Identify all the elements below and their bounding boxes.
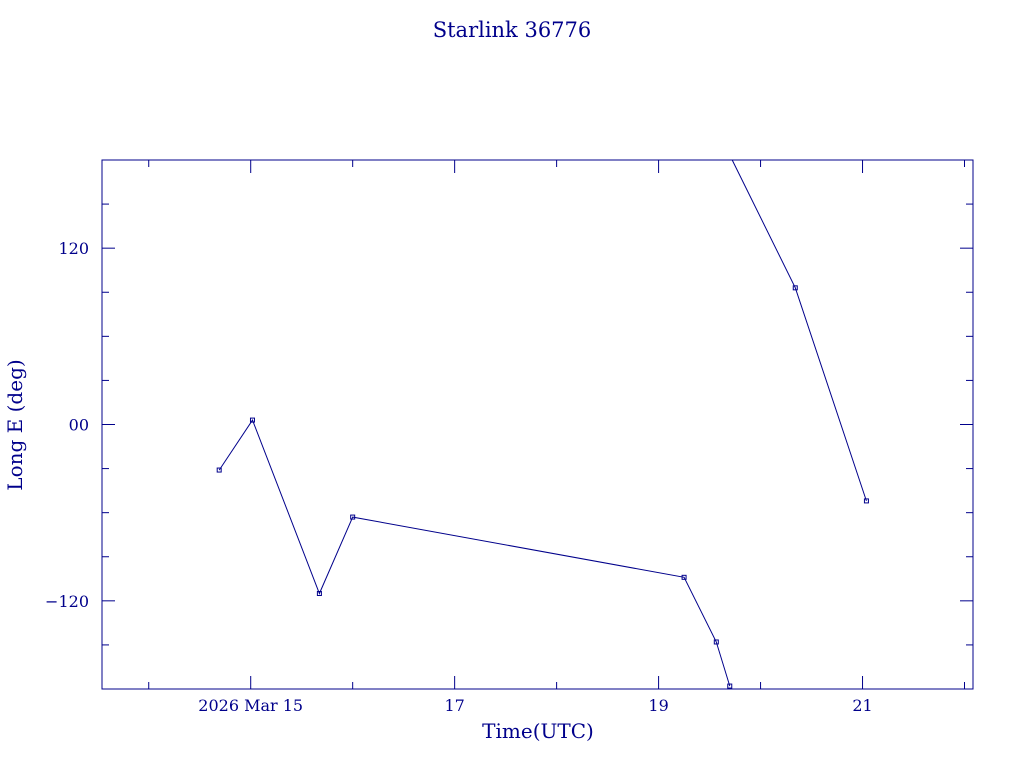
data-point (216, 467, 222, 473)
data-point (713, 639, 719, 645)
data-point (727, 683, 733, 689)
x-axis-label: Time(UTC) (482, 719, 594, 743)
series-layer (216, 159, 869, 689)
data-point (316, 590, 322, 596)
x-axis-ticks (148, 160, 966, 689)
data-point (249, 417, 255, 423)
data-point (681, 574, 687, 580)
data-point (863, 498, 869, 504)
x-tick-label: 21 (852, 696, 872, 715)
y-axis-ticks (102, 203, 973, 646)
series-line (731, 159, 867, 502)
y-axis-label: Long E (deg) (3, 359, 27, 490)
y-tick-label: −120 (45, 592, 89, 611)
x-tick-label: 17 (444, 696, 464, 715)
y-tick-label: 120 (58, 239, 89, 258)
data-point (350, 514, 356, 520)
y-axis-tick-labels: 120 00 −120 (45, 239, 89, 611)
data-point (792, 285, 798, 291)
x-tick-label: 19 (648, 696, 668, 715)
series-line (218, 419, 731, 687)
x-tick-label: 2026 Mar 15 (198, 696, 303, 715)
y-tick-label: 00 (69, 416, 89, 435)
chart-title: Starlink 36776 (433, 18, 592, 42)
x-axis-tick-labels: 2026 Mar 15 17 19 21 (198, 696, 872, 715)
plot-frame (101, 159, 974, 690)
